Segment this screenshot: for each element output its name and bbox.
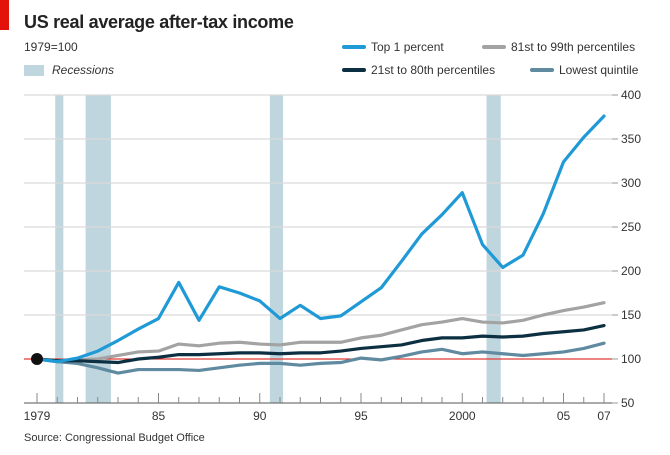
x-tick-label: 1979 — [24, 409, 51, 423]
series-line-0 — [35, 114, 606, 364]
x-tick-label: 2000 — [449, 409, 476, 423]
legend-recessions-label: Recessions — [52, 63, 115, 77]
y-tick-label: 50 — [621, 396, 635, 410]
x-tick-label: 05 — [557, 409, 571, 423]
y-tick-label: 350 — [621, 132, 641, 146]
y-tick-label: 250 — [621, 220, 641, 234]
y-tick-label: 200 — [621, 264, 641, 278]
y-tick-label: 150 — [621, 308, 641, 322]
series-line-2 — [35, 323, 606, 365]
y-tick-label: 100 — [621, 352, 641, 366]
legend-label: Lowest quintile — [559, 63, 639, 77]
legend-item-lowest: Lowest quintile — [530, 63, 638, 77]
recession-band — [55, 95, 64, 403]
recession-band — [269, 95, 284, 403]
recession-band — [486, 95, 501, 403]
y-tick-label: 400 — [621, 88, 641, 102]
chart-title: US real average after-tax income — [24, 12, 294, 32]
x-tick-label: 90 — [253, 409, 267, 423]
x-tick-label: 07 — [597, 409, 611, 423]
legend-item-21-80: 21st to 80th percentiles — [342, 63, 495, 77]
legend-item-top1: Top 1 percent — [342, 40, 444, 54]
chart-subtitle: 1979=100 — [24, 40, 78, 54]
chart-source: Source: Congressional Budget Office — [24, 432, 205, 444]
recession-swatch — [24, 64, 44, 76]
legend-label: 81st to 99th percentiles — [511, 40, 636, 54]
legend-swatch — [342, 45, 366, 49]
series-line-1 — [35, 301, 606, 363]
legend-recessions: Recessions — [24, 63, 114, 77]
legend-swatch — [530, 68, 554, 72]
y-tick-label: 300 — [621, 176, 641, 190]
legend-label: Top 1 percent — [371, 40, 444, 54]
legend-item-81-99: 81st to 99th percentiles — [482, 40, 635, 54]
legend-swatch — [342, 68, 366, 72]
legend-label: 21st to 80th percentiles — [371, 63, 496, 77]
x-tick-label: 85 — [152, 409, 166, 423]
x-tick-label: 95 — [354, 409, 368, 423]
series-line-3 — [35, 341, 606, 375]
base-year-marker — [31, 353, 43, 365]
brand-tag — [0, 0, 9, 30]
legend-swatch — [482, 45, 506, 49]
